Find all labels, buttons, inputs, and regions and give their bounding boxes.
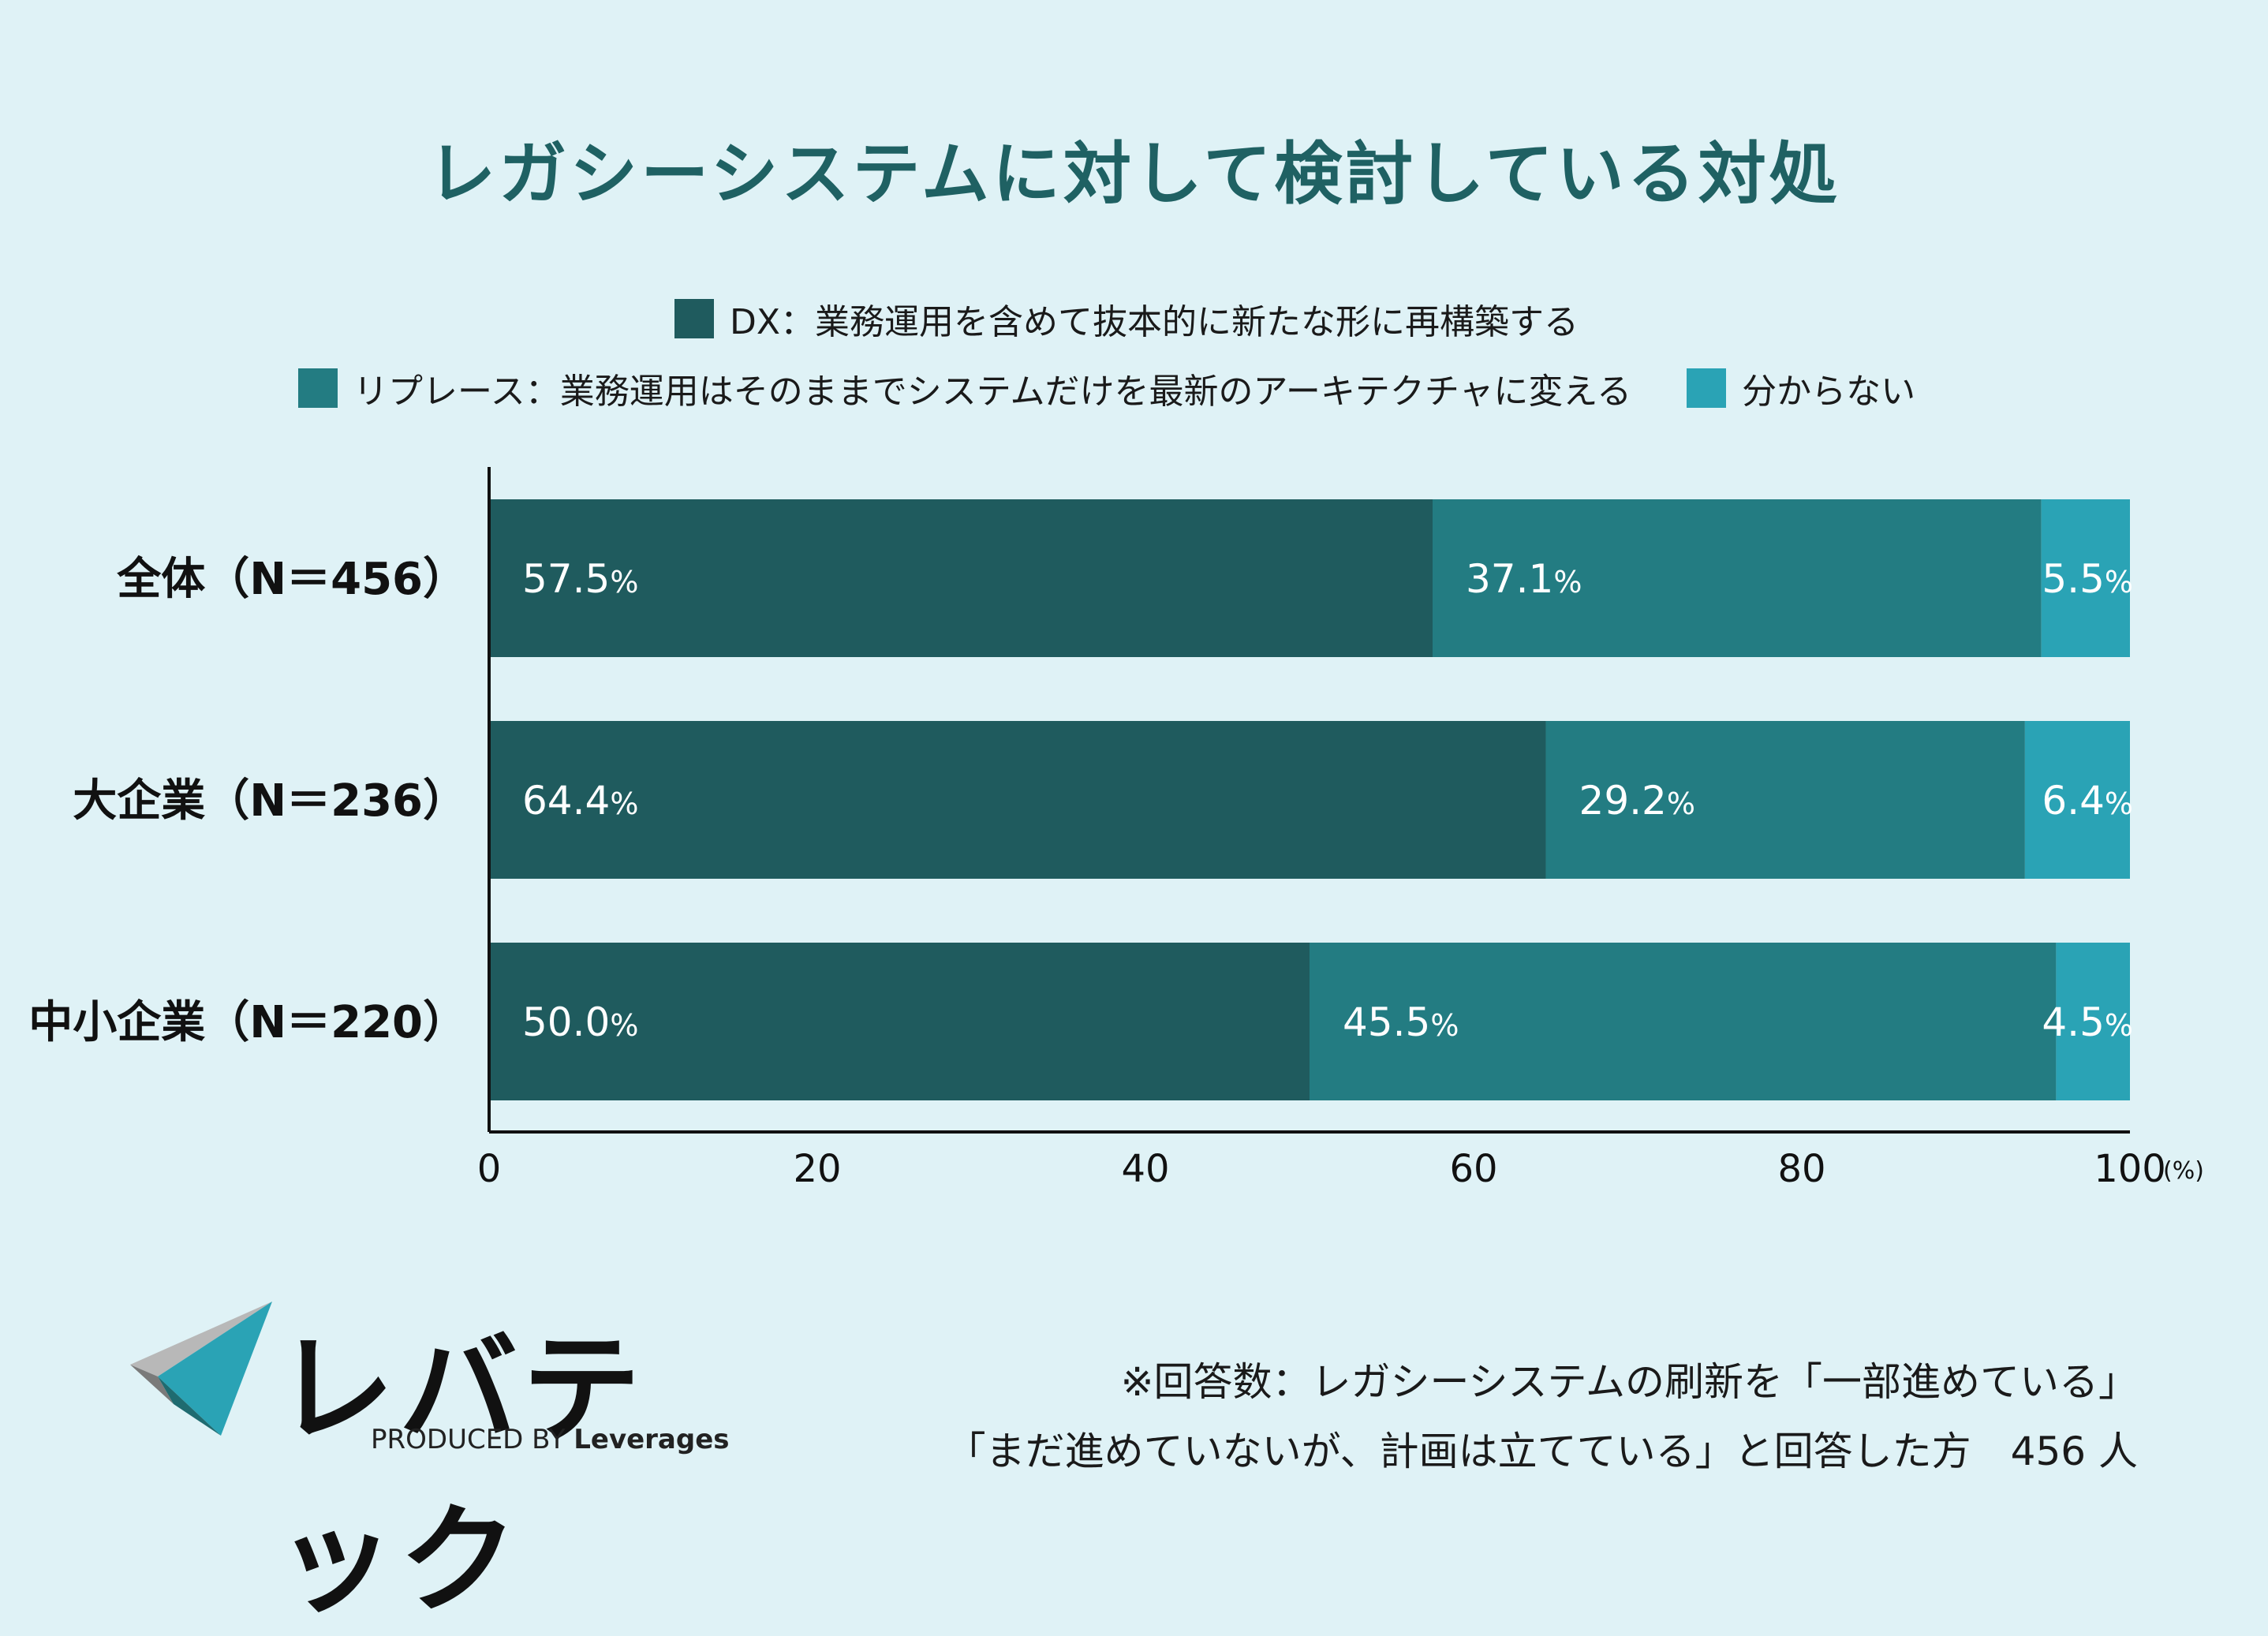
logo-mark-icon <box>130 1302 272 1436</box>
bar-0-series-1 <box>1433 499 2042 657</box>
legend-item-dx: DX：業務運用を含めて抜本的に新たな形に再構築する <box>674 293 1579 344</box>
produced-by-text: PRODUCED BY <box>371 1424 566 1455</box>
legend-swatch-replace <box>298 368 338 408</box>
bar-0-series-2 <box>2041 499 2130 657</box>
legend-row-1: DX：業務運用を含めて抜本的に新たな形に再構築する <box>674 293 1579 344</box>
data-label-1-0: 64.4% <box>522 778 638 824</box>
data-label-0-2: 5.5% <box>2042 556 2133 602</box>
bar-2-series-2 <box>2056 943 2130 1100</box>
data-label-2-1: 45.5% <box>1343 999 1459 1045</box>
x-tick-label-1: 20 <box>793 1147 841 1191</box>
x-tick-label-3: 60 <box>1449 1147 1497 1191</box>
x-tick-label-4: 80 <box>1777 1147 1825 1191</box>
logo: レバテック PRODUCED BY Leverages <box>126 1294 742 1630</box>
produced-by-company: Leverages <box>574 1424 730 1455</box>
legend-label-unknown: 分からない <box>1742 372 1916 412</box>
data-label-2-0: 50.0% <box>522 999 638 1045</box>
logo-produced-by: PRODUCED BY Leverages <box>371 1424 730 1455</box>
data-label-2-2: 4.5% <box>2042 999 2133 1045</box>
category-label-2: 中小企業（N＝220） <box>28 997 467 1048</box>
legend-swatch-unknown <box>1687 368 1727 408</box>
data-label-0-1: 37.1% <box>1466 556 1582 602</box>
legend-item-replace: リプレース：業務運用はそのままでシステムだけを最新のアーキテクチャに変える <box>298 363 1631 413</box>
category-label-1: 大企業（N＝236） <box>73 775 467 827</box>
data-label-1-1: 29.2% <box>1579 778 1695 824</box>
bar-2-series-1 <box>1310 943 2057 1100</box>
logo-brand: レバテック <box>276 1321 646 1630</box>
bar-2-series-0 <box>489 943 1310 1100</box>
chart-title: レガシーシステムに対して検討している対処 <box>428 135 1840 214</box>
x-tick-label-5: 100 <box>2094 1147 2166 1191</box>
bar-1-series-0 <box>489 721 1546 879</box>
legend-label-dx: DX：業務運用を含めて抜本的に新たな形に再構築する <box>730 302 1579 342</box>
x-tick-label-0: 0 <box>477 1147 502 1191</box>
bar-1-series-1 <box>1545 721 2025 879</box>
data-label-0-0: 57.5% <box>522 556 638 602</box>
footnote-line-2: 「まだ進めていないが、計画は立てている」と回答した方 456 人 <box>946 1429 2138 1474</box>
legend-swatch-dx <box>674 299 714 338</box>
legend-item-unknown: 分からない <box>1687 363 1915 413</box>
legend-row-2: リプレース：業務運用はそのままでシステムだけを最新のアーキテクチャに変える 分か… <box>298 363 1915 413</box>
x-axis-unit-label: (%) <box>2163 1157 2204 1185</box>
category-label-0: 全体（N＝456） <box>116 554 467 605</box>
legend-label-replace: リプレース：業務運用はそのままでシステムだけを最新のアーキテクチャに変える <box>353 372 1632 412</box>
bar-1-series-2 <box>2024 721 2130 879</box>
x-tick-label-2: 40 <box>1121 1147 1169 1191</box>
footnote-line-1: ※回答数：レガシーシステムの刷新を「一部進めている」 <box>1120 1359 2138 1405</box>
bar-0-series-0 <box>489 499 1433 657</box>
data-label-1-2: 6.4% <box>2042 778 2133 824</box>
stacked-bar-chart: 57.5% 37.1% 5.5% 全体（N＝456） 64.4% 29.2% 6.4% 大企業… <box>28 467 2204 1191</box>
